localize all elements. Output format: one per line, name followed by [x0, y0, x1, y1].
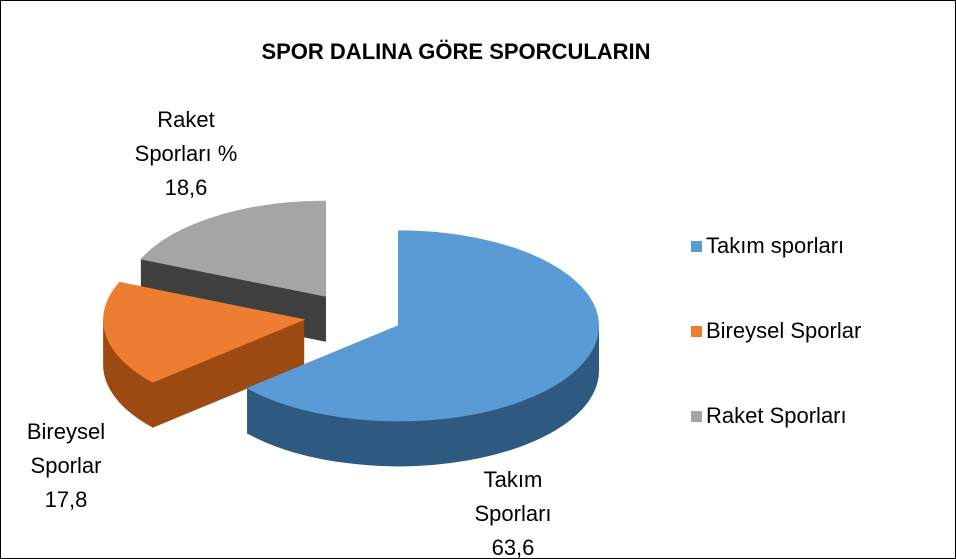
data-label: Takım Sporları 63,6: [443, 463, 583, 559]
chart-title: SPOR DALINA GÖRE SPORCULARIN: [261, 39, 651, 64]
legend-item: Raket Sporları: [691, 399, 866, 433]
slice-top: [103, 281, 306, 383]
data-label-name: Bireysel Sporlar: [26, 419, 106, 478]
legend-swatch: [691, 411, 702, 422]
legend-swatch: [691, 326, 702, 337]
data-label-value: 17,8: [44, 487, 88, 512]
slice: [103, 281, 306, 428]
data-label-name: Takım Sporları: [474, 467, 552, 526]
legend-item: Bireysel Sporlar: [691, 314, 866, 348]
legend-swatch: [691, 241, 702, 252]
data-label: Bireysel Sporlar 17,8: [1, 415, 136, 517]
legend-label: Bireysel Sporlar: [706, 318, 862, 343]
legend-item: Takım sporları: [691, 229, 866, 263]
data-label-value: 18,6: [164, 175, 208, 200]
slice-top: [246, 230, 599, 422]
legend-label: Takım sporları: [706, 233, 845, 258]
data-label: Raket Sporları % 18,6: [116, 103, 256, 205]
data-label-value: 63,6: [491, 535, 535, 559]
legend-label: Raket Sporları: [706, 403, 847, 428]
slice-top: [140, 200, 326, 297]
slice: [246, 230, 600, 467]
data-label-name: Raket Sporları %: [134, 107, 238, 166]
